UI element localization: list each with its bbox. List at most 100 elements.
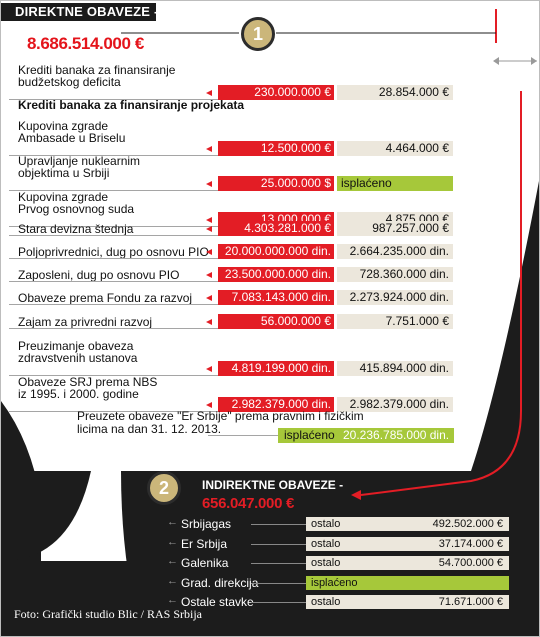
remaining-amount-cell: 2.273.924.000 din.: [337, 290, 453, 305]
indirect-paid-cell: isplaćeno: [306, 576, 509, 590]
note-leader-line: [208, 435, 278, 436]
remaining-amount-cell: 415.894.000 din.: [337, 361, 453, 376]
row-label-line: iz 1995. i 2000. godine: [18, 387, 139, 401]
total-amount-cell: 12.500.000 €: [218, 141, 334, 156]
gray-arrow-head-left: [493, 57, 499, 65]
row-divider: [9, 281, 218, 282]
row-divider: [9, 155, 218, 156]
row-arrow-icon: [206, 90, 212, 96]
row-divider: [9, 304, 218, 305]
total-amount-cell: 2.982.379.000 din.: [218, 397, 334, 412]
indirect-row-label: Ostale stavke: [181, 595, 254, 609]
row-label-line: Poljoprivrednici, dug po osnovu PIO: [18, 245, 209, 259]
remaining-amount-cell: 987.257.000 €: [337, 221, 453, 236]
row-divider: [9, 375, 218, 376]
remaining-amount-cell: 728.360.000 din.: [337, 267, 453, 282]
row-label: Obaveze prema Fondu za razvoj: [18, 292, 192, 304]
row-arrow-icon: [206, 249, 212, 255]
row-divider: [9, 190, 218, 191]
indirect-value: 54.700.000 €: [438, 557, 503, 569]
section-2-badge: 2: [147, 471, 181, 505]
left-arrow-icon: ←: [167, 555, 178, 567]
indirect-liabilities-total: 656.047.000 €: [202, 495, 295, 512]
row-arrow-icon: [206, 146, 212, 152]
remaining-amount-cell: 7.751.000 €: [337, 314, 453, 329]
total-amount-cell: 20.000.000.000 din.: [218, 244, 334, 259]
indirect-row-divider: [251, 563, 306, 564]
indirect-amount-cell: ostalo 492.502.000 €: [306, 517, 509, 531]
indirect-row-divider: [251, 602, 306, 603]
row-divider: [9, 226, 218, 227]
row-label-line: Obaveze SRJ prema NBS: [18, 375, 158, 389]
air-serbia-note: Preuzete obaveze "Er Srbije" prema pravn…: [77, 410, 364, 436]
row-label: Obaveze SRJ prema NBS iz 1995. i 2000. go…: [18, 376, 157, 400]
row-label-line: Krediti banaka za finansiranje: [18, 63, 176, 77]
row-label: Poljoprivrednici, dug po osnovu PIO: [18, 246, 209, 258]
paid-status-cell: isplaćeno: [337, 176, 453, 191]
row-label-line: Obaveze prema Fondu za razvoj: [18, 291, 193, 305]
row-label-line: Zajam za privredni razvoj: [18, 315, 153, 329]
total-amount-cell: 7.083.143.000 din.: [218, 290, 334, 305]
total-amount-cell: 23.500.000.000 din.: [218, 267, 334, 282]
direct-liabilities-title: DIREKTNE OBAVEZE -: [15, 4, 159, 19]
row-arrow-icon: [206, 295, 212, 301]
remaining-amount-cell: 2.982.379.000 din.: [337, 397, 453, 412]
row-label-line: Kupovina zgrade: [18, 119, 109, 133]
photo-credit: Foto: Grafički studio Blic / RAS Srbija: [14, 607, 202, 621]
row-divider: [9, 411, 218, 412]
total-amount-cell: 4.819.199.000 din.: [218, 361, 334, 376]
row-divider: [9, 99, 218, 100]
red-connector-line: [360, 91, 522, 496]
indirect-row-divider: [251, 524, 306, 525]
direct-liabilities-total: 8.686.514.000 €: [27, 34, 144, 53]
air-serbia-note-status: isplaćeno: [284, 428, 335, 442]
indirect-status: ostalo: [311, 557, 341, 569]
row-arrow-icon: [206, 272, 212, 278]
left-arrow-icon: ←: [167, 536, 178, 548]
total-amount-cell: 25.000.000 $: [218, 176, 334, 191]
indirect-amount-cell: ostalo 37.174.000 €: [306, 537, 509, 551]
row-label: Zaposleni, dug po osnovu PIO: [18, 269, 179, 281]
row-label: Kupovina zgrade Prvog osnovnog suda: [18, 191, 134, 215]
indirect-value: 37.174.000 €: [438, 538, 503, 550]
indirect-value: 71.671.000 €: [438, 596, 503, 608]
indirect-row-label: Er Srbija: [181, 537, 228, 551]
direct-liabilities-header-bar: DIREKTNE OBAVEZE -: [1, 3, 159, 21]
air-serbia-note-line-1: Preuzete obaveze "Er Srbije" prema pravn…: [77, 409, 364, 423]
row-arrow-icon: [206, 366, 212, 372]
indirect-row-divider: [251, 544, 306, 545]
row-label-line: Upravljanje nuklearnim: [18, 154, 141, 168]
indirect-row-label: Srbijagas: [181, 517, 232, 531]
row-label-line: Kupovina zgrade: [18, 190, 109, 204]
air-serbia-note-value: 20.236.785.000 din.: [343, 428, 450, 442]
row-label: Krediti banaka za finansiranje budžetskog…: [18, 64, 175, 88]
row-label-line: Stara devizna štednja: [18, 222, 134, 236]
remaining-amount-cell: 2.664.235.000 din.: [337, 244, 453, 259]
indirect-row-divider: [251, 583, 306, 584]
indirect-liabilities-title: INDIREKTNE OBAVEZE -: [202, 478, 344, 492]
row-label-line: zdravstvenih ustanova: [18, 351, 138, 365]
total-amount-cell: 4.303.281.000 €: [218, 221, 334, 236]
left-arrow-icon: ←: [167, 516, 178, 528]
remaining-amount-cell: 4.464.000 €: [337, 141, 453, 156]
indirect-status: ostalo: [311, 518, 341, 530]
row-label-line: Ambasade u Briselu: [18, 131, 126, 145]
total-amount-cell: 230.000.000 €: [218, 85, 334, 100]
row-label: Upravljanje nuklearnim objektima u Srbiji: [18, 155, 140, 179]
indirect-status: ostalo: [311, 596, 341, 608]
row-label: Kupovina zgrade Ambasade u Briselu: [18, 120, 125, 144]
row-arrow-icon: [206, 319, 212, 325]
row-divider: [9, 328, 218, 329]
air-serbia-note-line-2: licima na dan 31. 12. 2013.: [77, 422, 222, 436]
row-divider: [9, 235, 218, 236]
projects-subheading: Krediti banaka za finansiranje projekata: [18, 98, 245, 112]
indirect-row-label: Grad. direkcija: [181, 576, 259, 590]
red-connector-arrowhead: [351, 490, 361, 500]
row-arrow-icon: [206, 217, 212, 223]
row-label: Zajam za privredni razvoj: [18, 316, 152, 328]
indirect-amount-cell: ostalo 54.700.000 €: [306, 556, 509, 570]
air-serbia-note-cell: isplaćeno 20.236.785.000 din.: [278, 428, 454, 443]
indirect-row-label: Galenika: [181, 556, 229, 570]
row-divider: [9, 258, 218, 259]
